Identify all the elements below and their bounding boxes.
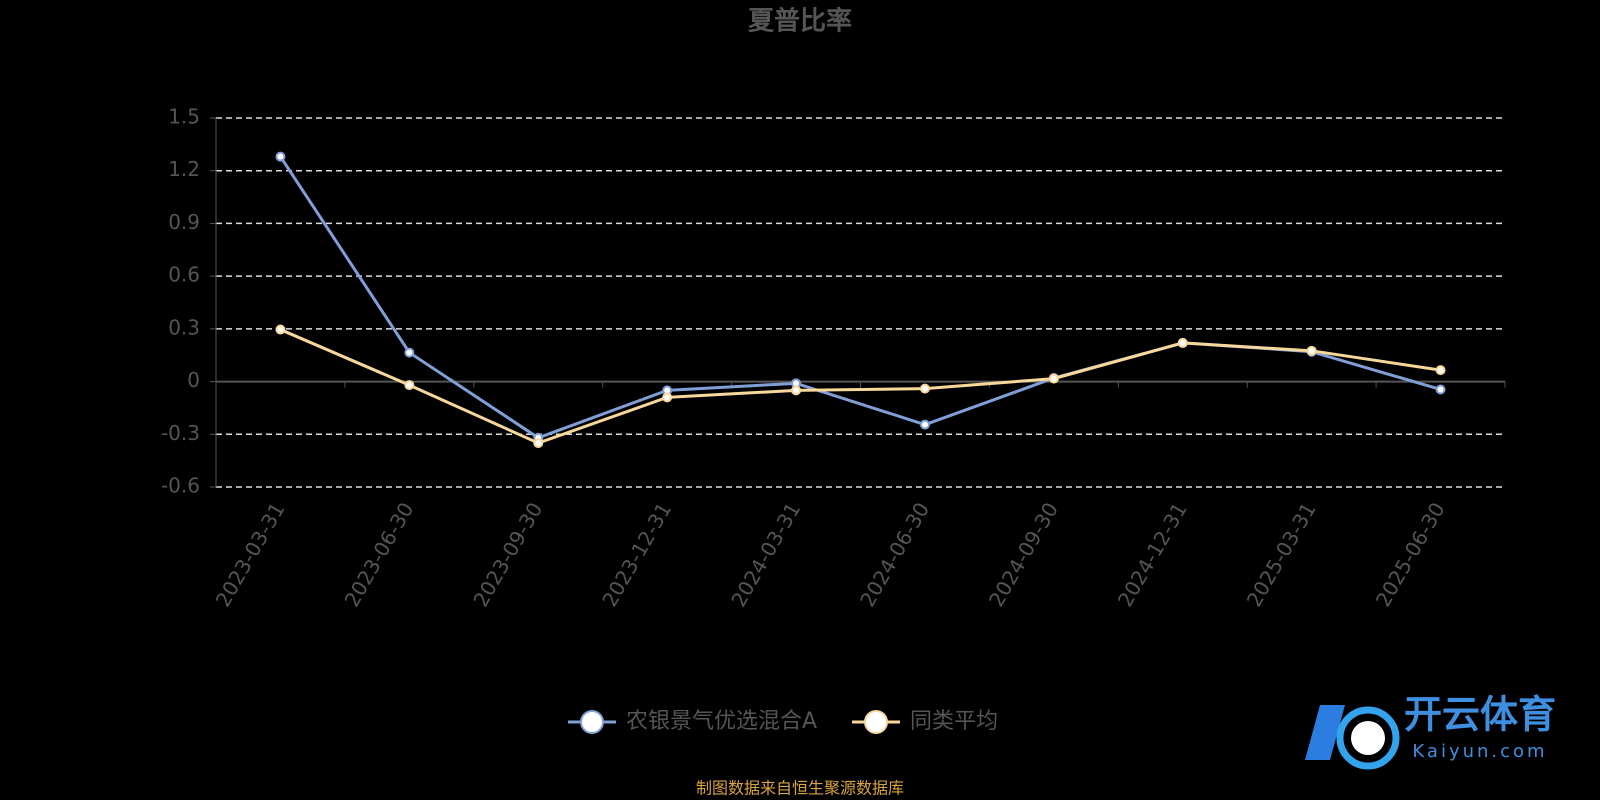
point: [404, 380, 415, 391]
logo-ball: [1351, 721, 1385, 755]
x-tick-label: 2023-09-30: [468, 498, 547, 611]
point: [919, 383, 930, 394]
point: [662, 392, 673, 403]
legend-marker: [864, 710, 888, 734]
point: [275, 151, 286, 162]
y-tick-label: 1.5: [168, 105, 200, 129]
logo: 开云体育 Kaiyun.com: [1305, 693, 1556, 770]
point: [404, 347, 415, 358]
point: [1048, 373, 1059, 384]
x-tick-label: 2025-06-30: [1371, 498, 1450, 611]
x-tick-label: 2023-06-30: [340, 498, 419, 611]
point: [533, 438, 544, 449]
x-tick-label: 2025-03-31: [1242, 498, 1321, 611]
legend-label: 同类平均: [910, 709, 998, 734]
y-tick-label: 0: [187, 368, 200, 392]
legend-marker: [580, 710, 604, 734]
y-tick-label: 1.2: [168, 157, 200, 181]
point: [1435, 365, 1446, 376]
y-tick-label: -0.6: [161, 474, 200, 498]
logo-ring: [1336, 706, 1400, 770]
chart-title: 夏普比率: [748, 6, 852, 37]
logo-k: [1305, 705, 1345, 760]
x-tick-label: 2023-12-31: [597, 498, 676, 611]
y-tick-label: -0.3: [161, 421, 200, 445]
logo-name: 开云体育: [1404, 693, 1556, 737]
y-tick-label: 0.6: [168, 263, 200, 287]
y-tick-label: 0.3: [168, 315, 200, 339]
legend-label: 农银景气优选混合A: [626, 709, 817, 734]
point: [791, 385, 802, 396]
point: [275, 324, 286, 335]
point: [1306, 345, 1317, 356]
x-tick-label: 2023-03-31: [211, 498, 290, 611]
logo-url: Kaiyun.com: [1412, 741, 1547, 762]
point: [919, 419, 930, 430]
x-tick-label: 2024-06-30: [855, 498, 934, 611]
x-tick-label: 2024-09-30: [984, 498, 1063, 611]
x-tick-label: 2024-03-31: [726, 498, 805, 611]
point: [1177, 337, 1188, 348]
series-line: [279, 155, 1441, 440]
point: [1435, 384, 1446, 395]
x-tick-label: 2024-12-31: [1113, 498, 1192, 611]
y-tick-label: 0.9: [168, 210, 200, 234]
footer: 制图数据来自恒生聚源数据库: [696, 779, 904, 798]
series-line: [279, 328, 1441, 445]
